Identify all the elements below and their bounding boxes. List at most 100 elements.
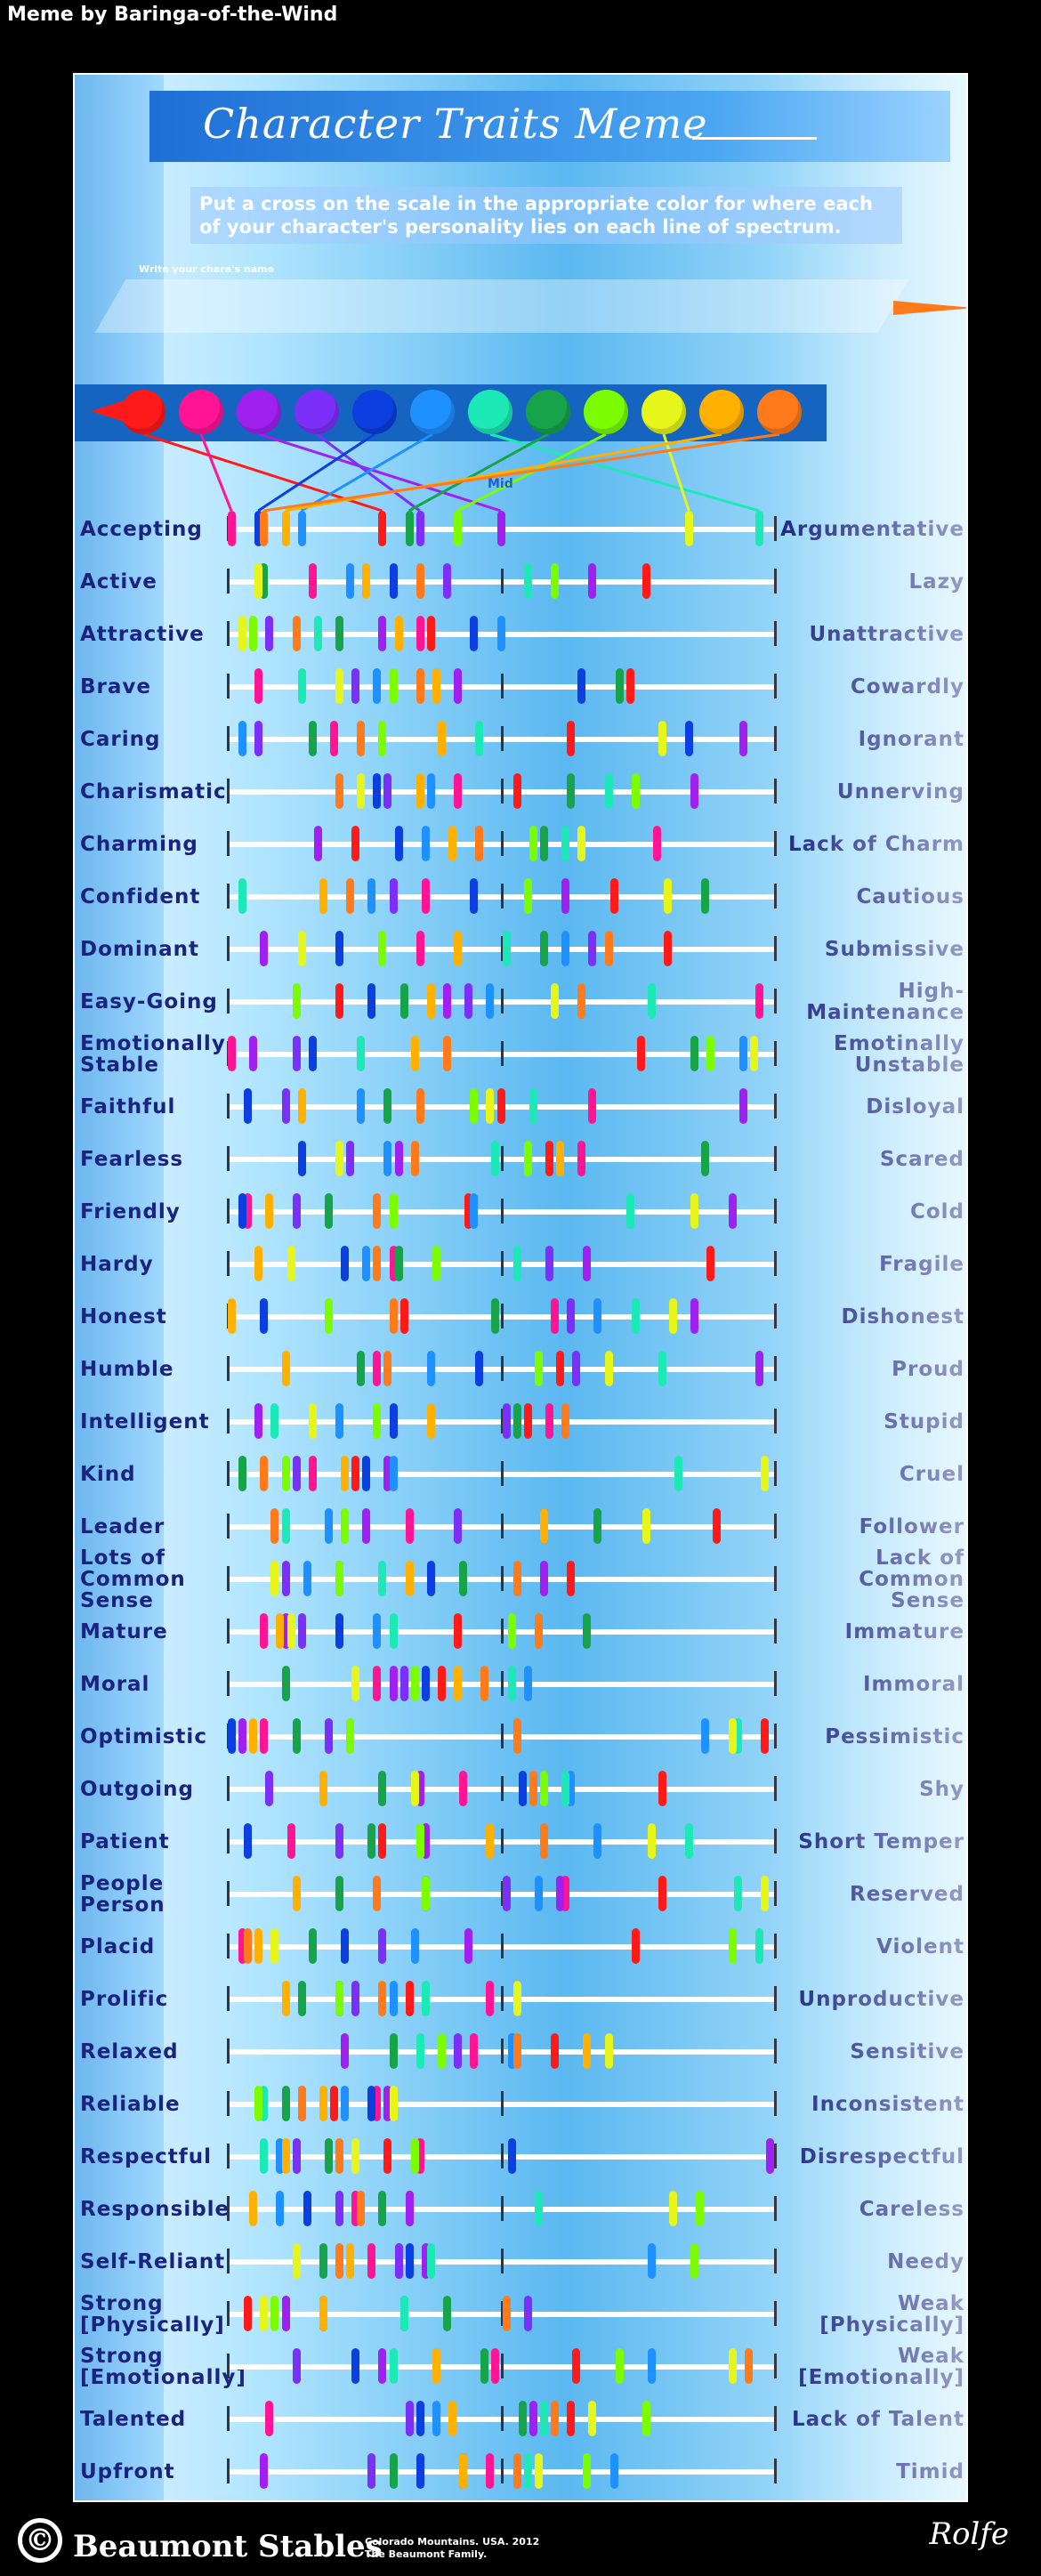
trait-mark-iceflare [308,1403,317,1439]
trait-left-label: Confident [80,885,201,908]
trait-mark-dreamseer [615,2348,624,2384]
trait-mark-meadow [357,2191,366,2226]
trait-scale[interactable] [227,1141,777,1176]
trait-row: Placid Violent [75,1921,966,1973]
trait-mark-dreamseer [728,1928,737,1964]
trait-scale[interactable] [227,668,777,704]
scale-end-tick [774,1986,777,2011]
trait-mark-blueberry [588,1088,597,1124]
trait-mark-snakefang [690,773,699,809]
trait-row: Leader Follower [75,1501,966,1553]
trait-scale[interactable] [227,1351,777,1386]
scale-mid-tick [500,1986,504,2011]
trait-scale[interactable] [227,1928,777,1964]
trait-scale[interactable] [227,1823,777,1859]
trait-mark-lucy [281,2086,290,2121]
trait-mark-dreamseer [254,2086,263,2121]
trait-scale[interactable] [227,1246,777,1281]
trait-right-label: Inconsistent [811,2093,964,2116]
trait-scale[interactable] [227,616,777,651]
trait-mark-coral [238,721,247,756]
scale-mid-tick [500,2459,504,2483]
trait-mark-iceflare [604,2033,613,2069]
trait-scale[interactable] [227,563,777,599]
trait-mark-nemo [254,1928,263,1964]
trait-scale[interactable] [227,1456,777,1491]
scale-start-tick [227,1829,230,1853]
trait-scale[interactable] [227,511,777,546]
trait-scale[interactable] [227,931,777,966]
trait-scale[interactable] [227,1193,777,1229]
trait-mark-coral [373,668,382,704]
trait-mark-wing [228,1718,236,1754]
trait-scale[interactable] [227,1508,777,1544]
trait-row: Moral Immoral [75,1659,966,1710]
trait-scale[interactable] [227,2348,777,2384]
scale-end-tick [774,621,777,646]
trait-mark-dreamseer [432,1246,440,1281]
trait-left-label: Outgoing [80,1778,194,1801]
trait-mark-iceflare [642,1508,650,1544]
trait-scale[interactable] [227,1666,777,1701]
title-underline [692,137,817,140]
trait-scale[interactable] [227,1403,777,1439]
trait-mark-coral [276,2138,285,2174]
trait-mark-dreamseer [642,2401,650,2436]
scale-mid-tick [500,1356,504,1381]
trait-mark-moosen [351,826,360,861]
trait-mark-dreamseer [539,1771,548,1806]
trait-scale[interactable] [227,2191,777,2226]
trait-mark-snakefang [496,511,505,546]
trait-mark-meadow [529,1771,537,1806]
trait-row: Patient Short Temper [75,1816,966,1868]
scale-mid-tick [500,1304,504,1328]
trait-scale[interactable] [227,1876,777,1911]
trait-scale[interactable] [227,1561,777,1596]
trait-mark-iceflare [669,1298,678,1334]
trait-scale[interactable] [227,1613,777,1649]
trait-mark-dreamseer [324,1298,333,1334]
trait-scale[interactable] [227,2296,777,2331]
trait-scale[interactable] [227,773,777,809]
scale-mid-tick [500,1409,504,1433]
trait-scale[interactable] [227,1298,777,1334]
trait-scale[interactable] [227,2453,777,2489]
trait-scale[interactable] [227,721,777,756]
trait-mark-dreamseer [335,1561,343,1596]
trait-scale[interactable] [227,1088,777,1124]
scale-end-tick [774,831,777,856]
trait-mark-nemo [346,2243,355,2279]
mid-label: Mid [488,477,513,491]
trait-mark-meadow [512,2033,521,2069]
trait-scale[interactable] [227,983,777,1019]
trait-scale[interactable] [227,878,777,914]
scale-start-tick [227,2144,230,2168]
trait-scale[interactable] [227,2138,777,2174]
trait-mark-wing [351,2348,360,2384]
trait-scale[interactable] [227,1718,777,1754]
trait-scale[interactable] [227,826,777,861]
trait-mark-meadow [260,511,269,546]
trait-mark-rowan [631,1298,640,1334]
scale-end-tick [774,674,777,699]
trait-right-label: Submissive [824,938,964,961]
trait-scale[interactable] [227,2033,777,2069]
connector-line-dreamseer [456,432,607,513]
trait-scale[interactable] [227,1771,777,1806]
trait-scale[interactable] [227,2401,777,2436]
trait-scale[interactable] [227,2086,777,2121]
trait-row: Friendly Cold [75,1186,966,1238]
trait-mark-rowan [389,2348,398,2384]
trait-scale[interactable] [227,2243,777,2279]
trait-scale[interactable] [227,1981,777,2016]
trait-mark-rowan [529,1088,537,1124]
brand-subtitle: Colorado Mountains. USA. 2012 The Beaumo… [365,2536,539,2561]
trait-mark-iceflare [351,1666,360,1701]
trait-mark-rowan [238,878,247,914]
scale-start-tick [227,674,230,699]
trait-scale[interactable] [227,1036,777,1071]
trait-mark-nemo [459,2453,468,2489]
trait-mark-eli [254,721,263,756]
scale-mid-tick [500,1041,504,1066]
trait-right-label: Emotinally Unstable [833,1032,964,1077]
